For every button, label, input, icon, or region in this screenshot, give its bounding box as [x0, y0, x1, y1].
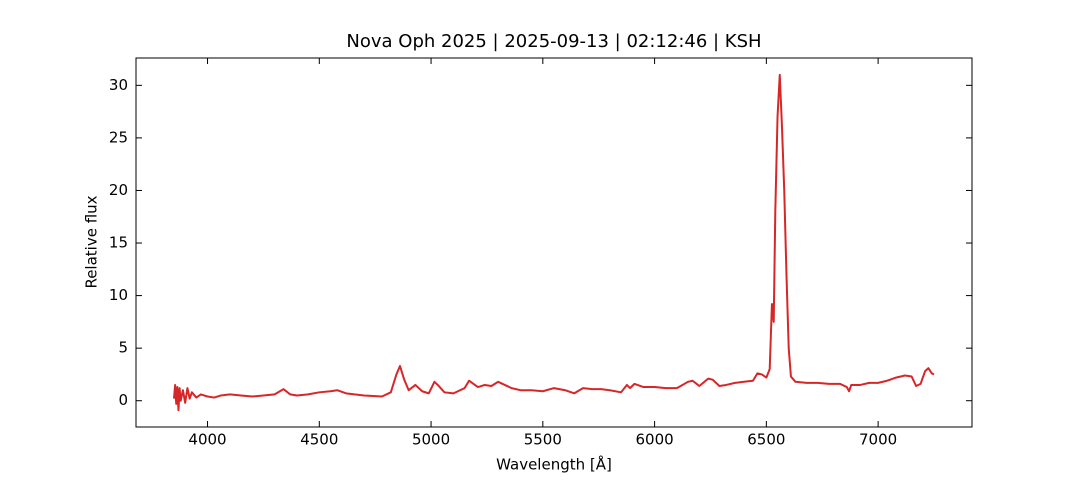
- x-tick-label: 4000: [188, 431, 226, 449]
- y-tick-label: 15: [109, 234, 128, 252]
- x-tick-label: 4500: [300, 431, 338, 449]
- y-tick-label: 5: [118, 339, 128, 357]
- spectrum-line: [173, 73, 935, 412]
- y-tick-label: 30: [109, 76, 128, 94]
- x-tick-label: 7000: [859, 431, 897, 449]
- y-axis-label: Relative flux: [83, 195, 101, 288]
- x-tick-label: 6500: [747, 431, 785, 449]
- y-tick-label: 25: [109, 128, 128, 146]
- x-tick-label: 5500: [524, 431, 562, 449]
- plot-frame: [135, 57, 973, 428]
- x-tick-label: 6000: [635, 431, 673, 449]
- y-tick-label: 0: [118, 391, 128, 409]
- y-tick-label: 20: [109, 181, 128, 199]
- x-axis-label: Wavelength [Å]: [496, 455, 612, 474]
- y-tick-label: 10: [109, 286, 128, 304]
- x-tick-label: 5000: [412, 431, 450, 449]
- chart-title: Nova Oph 2025 | 2025-09-13 | 02:12:46 | …: [346, 31, 761, 52]
